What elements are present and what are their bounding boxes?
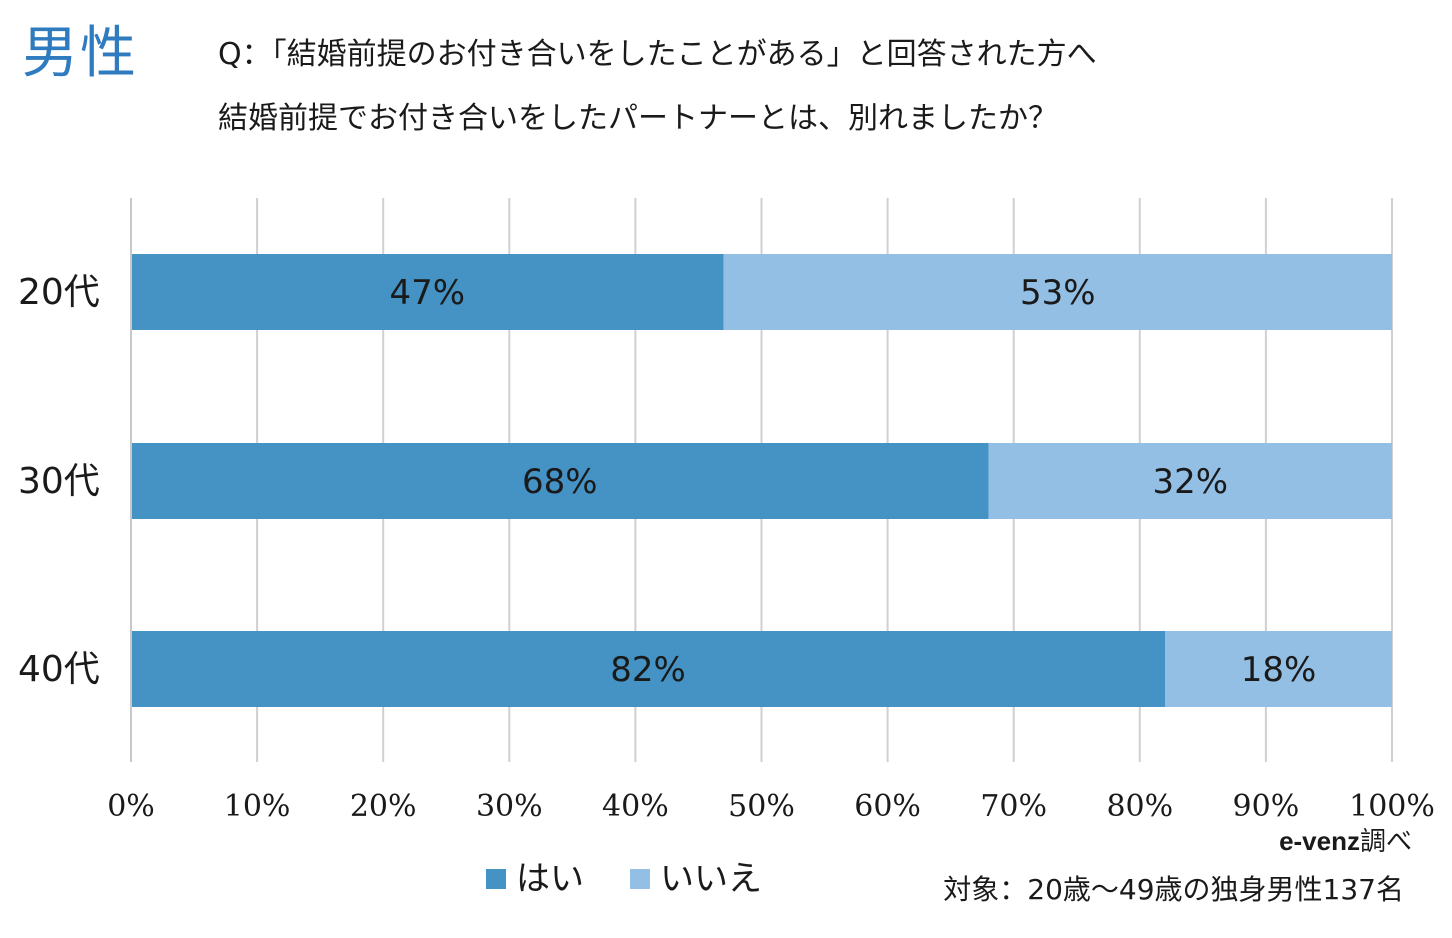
category-label: 20代 — [18, 272, 100, 313]
x-tick-label: 0% — [107, 789, 155, 824]
x-tick-label: 80% — [1106, 789, 1173, 824]
data-label: 53% — [1020, 273, 1096, 313]
category-label: 40代 — [18, 649, 100, 690]
legend-swatch-yes — [486, 869, 506, 889]
legend-item-yes: はい — [486, 862, 584, 896]
stacked-bar-chart: 0% 10% 20% 30% 40% 50% 60% 70% 80% 90% 100% 20代 47% 5… — [18, 198, 1435, 824]
bar-no — [1165, 631, 1392, 707]
bar-yes — [131, 443, 989, 519]
x-tick-label: 90% — [1233, 789, 1300, 824]
x-tick-label: 10% — [224, 789, 291, 824]
x-tick-label: 50% — [728, 789, 795, 824]
question-line-2: 結婚前提でお付き合いをしたパートナーとは、別れましたか？ — [218, 101, 1058, 136]
x-tick-label: 100% — [1349, 789, 1435, 824]
gender-title: 男性 — [22, 21, 138, 86]
x-tick-label: 70% — [980, 789, 1047, 824]
bar-no — [988, 443, 1392, 519]
source-brand: e-venz — [1279, 826, 1360, 856]
bar-no — [723, 254, 1392, 330]
x-tick-label: 30% — [476, 789, 543, 824]
legend-swatch-no — [630, 869, 650, 889]
bar-yes — [131, 631, 1166, 707]
data-label: 82% — [610, 650, 686, 690]
data-label: 47% — [390, 273, 466, 313]
legend-label-yes: はい — [516, 859, 584, 899]
legend: はい いいえ — [486, 862, 808, 896]
data-label: 18% — [1241, 650, 1317, 690]
x-tick-label: 60% — [854, 789, 921, 824]
bar-yes — [131, 254, 724, 330]
data-label: 32% — [1152, 462, 1228, 502]
target-note: 対象：20歳〜49歳の独身男性137名 — [943, 873, 1404, 906]
source-credit: e-venz調べ — [1279, 828, 1412, 855]
legend-label-no: いいえ — [660, 859, 762, 899]
category-label: 30代 — [18, 461, 100, 502]
x-tick-label: 40% — [602, 789, 669, 824]
data-label: 68% — [522, 462, 598, 502]
source-suffix: 調べ — [1359, 827, 1412, 857]
x-tick-label: 20% — [350, 789, 417, 824]
question-line-1: Q：「結婚前提のお付き合いをしたことがある」と回答された方へ — [218, 37, 1097, 72]
legend-item-no: いいえ — [630, 862, 762, 896]
